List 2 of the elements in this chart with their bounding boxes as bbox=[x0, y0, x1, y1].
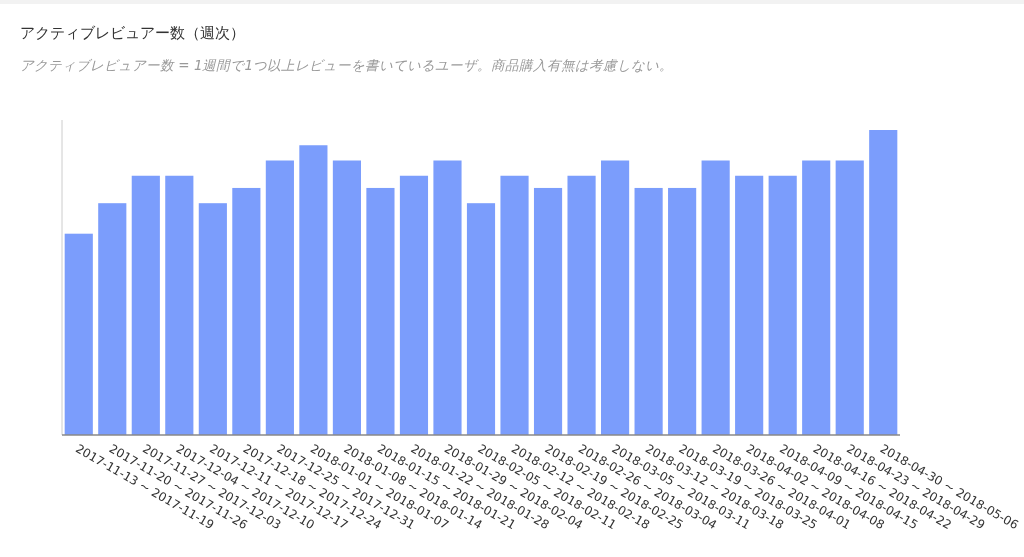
chart-subtitle: アクティブレビュアー数 = 1週間で1つ以上レビューを書いているユーザ。商品購入有無は考慮しない。 bbox=[20, 57, 674, 73]
chart-title: アクティブレビュアー数（週次） bbox=[20, 24, 245, 42]
